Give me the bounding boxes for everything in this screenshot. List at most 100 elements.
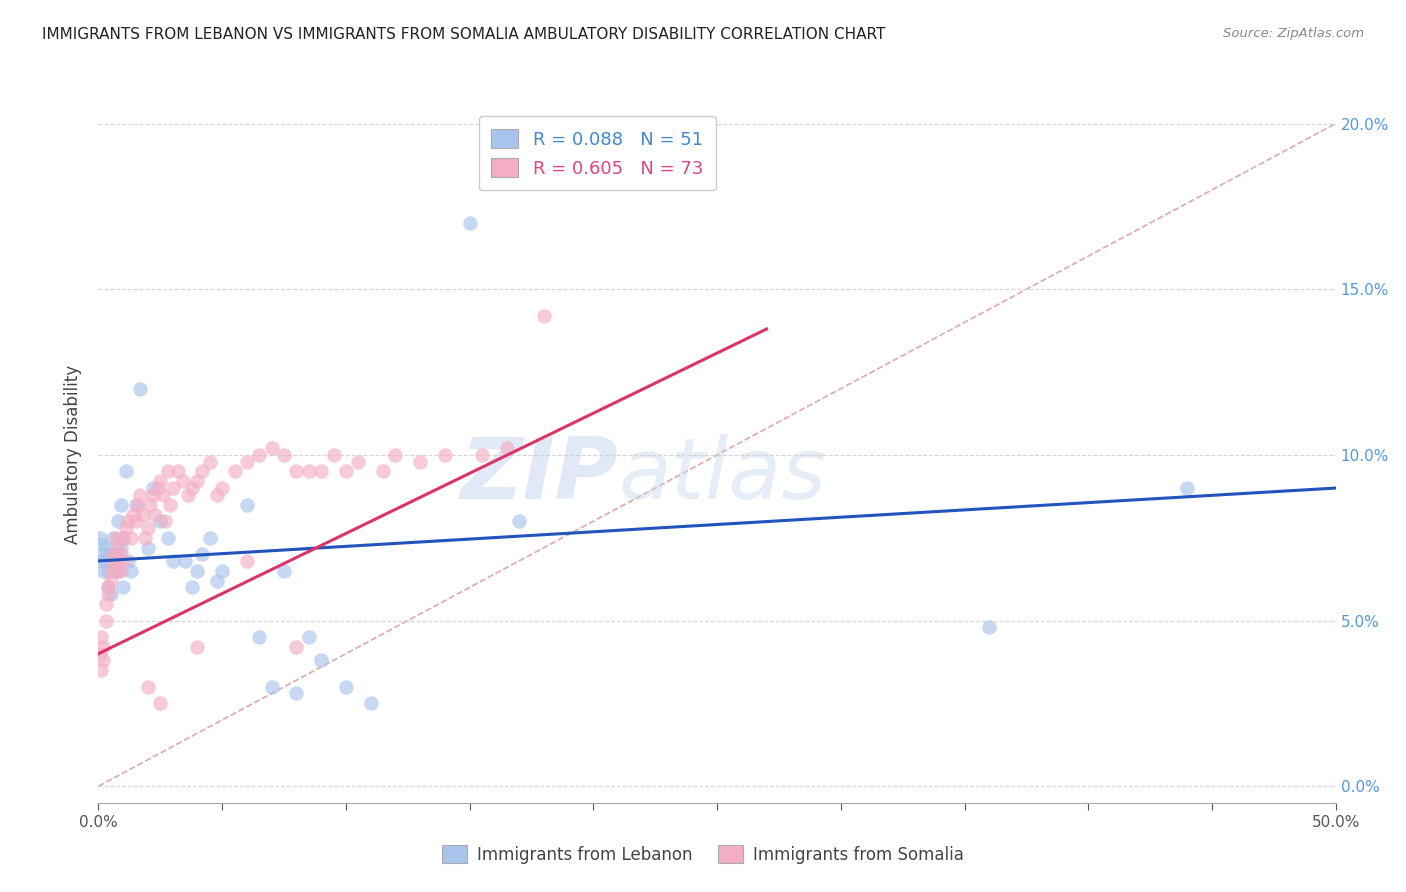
Point — [104, 564, 127, 578]
Point — [103, 554, 125, 568]
Point — [172, 475, 194, 489]
Y-axis label: Ambulatory Disability: Ambulatory Disability — [65, 366, 83, 544]
Point — [285, 640, 308, 654]
Point — [94, 554, 117, 568]
Point — [132, 508, 155, 522]
Point — [107, 554, 129, 568]
Point — [198, 454, 221, 468]
Point — [136, 541, 159, 555]
Point — [384, 448, 406, 462]
Legend: R = 0.088   N = 51, R = 0.605   N = 73: R = 0.088 N = 51, R = 0.605 N = 73 — [478, 116, 716, 190]
Point — [129, 488, 152, 502]
Point — [371, 465, 394, 479]
Point — [100, 547, 122, 561]
Point — [143, 508, 166, 522]
Point — [174, 554, 197, 568]
Point — [166, 465, 188, 479]
Point — [273, 448, 295, 462]
Point — [186, 564, 208, 578]
Point — [149, 475, 172, 489]
Point — [89, 647, 111, 661]
Point — [94, 597, 117, 611]
Point — [136, 680, 159, 694]
Point — [285, 465, 308, 479]
Point — [1175, 481, 1198, 495]
Point — [103, 547, 125, 561]
Point — [191, 465, 214, 479]
Point — [100, 574, 122, 588]
Point — [100, 587, 122, 601]
Point — [110, 541, 132, 555]
Point — [93, 564, 115, 578]
Point — [104, 547, 127, 561]
Point — [156, 465, 179, 479]
Point — [107, 564, 129, 578]
Point — [112, 531, 135, 545]
Point — [120, 564, 142, 578]
Point — [146, 481, 169, 495]
Point — [112, 581, 135, 595]
Point — [181, 581, 204, 595]
Point — [97, 581, 120, 595]
Point — [458, 216, 481, 230]
Point — [110, 498, 132, 512]
Point — [90, 554, 112, 568]
Point — [97, 587, 120, 601]
Point — [533, 309, 555, 323]
Point — [117, 514, 139, 528]
Point — [335, 680, 357, 694]
Point — [103, 554, 125, 568]
Point — [433, 448, 456, 462]
Point — [129, 382, 152, 396]
Point — [236, 498, 259, 512]
Text: Source: ZipAtlas.com: Source: ZipAtlas.com — [1223, 27, 1364, 40]
Point — [191, 547, 214, 561]
Point — [211, 481, 233, 495]
Point — [117, 554, 139, 568]
Point — [149, 514, 172, 528]
Point — [298, 465, 321, 479]
Text: atlas: atlas — [619, 434, 827, 517]
Point — [224, 465, 246, 479]
Point — [247, 448, 270, 462]
Point — [298, 630, 321, 644]
Point — [97, 581, 120, 595]
Point — [104, 531, 127, 545]
Point — [93, 547, 115, 561]
Point — [347, 454, 370, 468]
Point — [107, 514, 129, 528]
Point — [181, 481, 204, 495]
Point — [176, 488, 198, 502]
Point — [186, 475, 208, 489]
Point — [103, 531, 125, 545]
Point — [309, 653, 332, 667]
Point — [471, 448, 494, 462]
Point — [90, 537, 112, 551]
Point — [142, 488, 165, 502]
Point — [495, 442, 517, 456]
Point — [285, 686, 308, 700]
Point — [107, 541, 129, 555]
Point — [136, 521, 159, 535]
Point — [134, 531, 156, 545]
Point — [90, 663, 112, 677]
Point — [159, 498, 181, 512]
Point — [260, 680, 283, 694]
Point — [142, 481, 165, 495]
Point — [979, 620, 1001, 634]
Point — [162, 481, 184, 495]
Text: ZIP: ZIP — [460, 434, 619, 517]
Point — [112, 554, 135, 568]
Point — [360, 697, 382, 711]
Point — [211, 564, 233, 578]
Point — [260, 442, 283, 456]
Point — [205, 488, 228, 502]
Point — [139, 498, 162, 512]
Point — [124, 514, 146, 528]
Point — [322, 448, 344, 462]
Point — [93, 640, 115, 654]
Point — [152, 488, 174, 502]
Point — [127, 498, 149, 512]
Point — [93, 653, 115, 667]
Point — [94, 541, 117, 555]
